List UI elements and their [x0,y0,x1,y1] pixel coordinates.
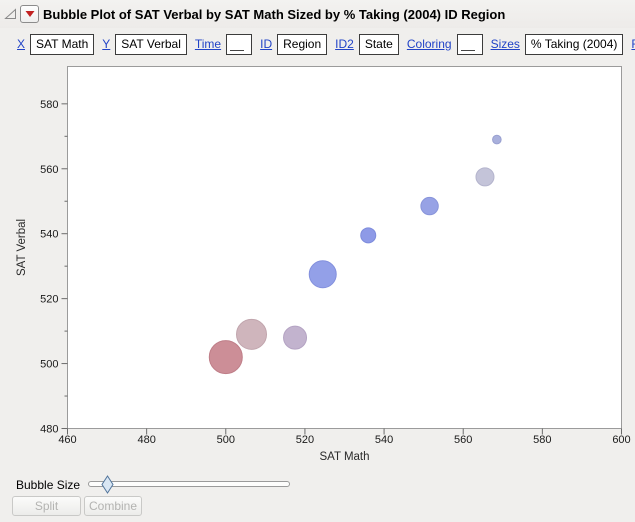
role-link-coloring[interactable]: Coloring [406,37,452,51]
bubble[interactable] [420,196,439,216]
role-link-time[interactable]: Time [194,37,222,51]
bubble-size-slider-thumb[interactable] [101,475,114,494]
y-axis: 480 500 520 540 560 580 SAT Verbal [16,99,68,436]
x-tick-label: 560 [454,434,472,446]
role-link-sizes[interactable]: Sizes [490,37,520,51]
role-link-id[interactable]: ID [260,37,273,51]
bubble-size-label: Bubble Size [16,478,81,492]
role-dropbox-time[interactable] [226,33,253,55]
role-assignment-row: X SAT Math Y SAT Verbal Time ID Region ID2 State… [0,31,635,57]
control-group-freq: Freq [631,34,635,55]
plot-area [67,66,622,429]
bubble[interactable] [283,325,308,350]
bubble[interactable] [475,167,495,187]
role-link-x[interactable]: X [17,37,26,51]
bubble-size-slider-track[interactable] [88,481,290,487]
y-tick-label: 540 [40,229,58,241]
role-dropbox-x[interactable]: SAT Math [30,33,95,55]
red-triangle-icon [25,11,34,17]
bubble-series [208,134,502,375]
y-tick-label: 520 [40,294,58,306]
y-axis-title: SAT Verbal [16,219,28,276]
x-axis: 460 480 500 520 540 560 580 600 SAT Math [58,428,631,463]
bubble[interactable] [236,318,268,350]
bubble[interactable] [208,340,243,375]
control-group-coloring: Coloring [406,33,483,55]
report-title-bar: Bubble Plot of SAT Verbal by SAT Math Si… [0,0,635,28]
combine-button[interactable]: Combine [84,496,142,516]
role-dropbox-coloring[interactable] [456,33,483,55]
role-link-id2[interactable]: ID2 [335,37,354,51]
empty-field-line [230,49,245,51]
y-tick-label: 500 [40,359,58,371]
x-tick-label: 540 [375,434,393,446]
x-tick-label: 500 [217,434,235,446]
role-link-y[interactable]: Y [102,37,111,51]
red-triangle-menu-button[interactable] [20,5,39,23]
bubble[interactable] [360,227,377,244]
control-group-id: ID Region [260,33,328,55]
bubble[interactable] [492,134,502,145]
role-dropbox-sizes[interactable]: % Taking (2004) [524,33,624,55]
control-group-time: Time [194,33,253,55]
control-group-y: Y SAT Verbal [102,33,187,55]
role-dropbox-id2[interactable]: State [358,33,399,55]
x-tick-label: 520 [296,434,314,446]
empty-field-line [460,49,475,51]
control-group-id2: ID2 State [335,33,399,55]
y-tick-label: 580 [40,99,58,111]
control-group-x: X SAT Math [17,33,95,55]
role-dropbox-y[interactable]: SAT Verbal [115,33,187,55]
x-tick-label: 580 [533,434,551,446]
role-link-freq[interactable]: Freq [631,37,635,51]
x-tick-label: 600 [612,434,630,446]
y-tick-label: 480 [40,424,58,436]
x-tick-label: 460 [58,434,76,446]
y-tick-label: 560 [40,164,58,176]
x-tick-label: 480 [137,434,155,446]
bubble[interactable] [308,260,337,289]
disclosure-triangle-icon[interactable] [3,6,19,22]
role-dropbox-id[interactable]: Region [277,33,328,55]
x-axis-title: SAT Math [319,451,369,463]
page-title: Bubble Plot of SAT Verbal by SAT Math Si… [43,6,506,22]
split-button[interactable]: Split [12,496,81,516]
control-group-sizes: Sizes % Taking (2004) [490,33,624,55]
